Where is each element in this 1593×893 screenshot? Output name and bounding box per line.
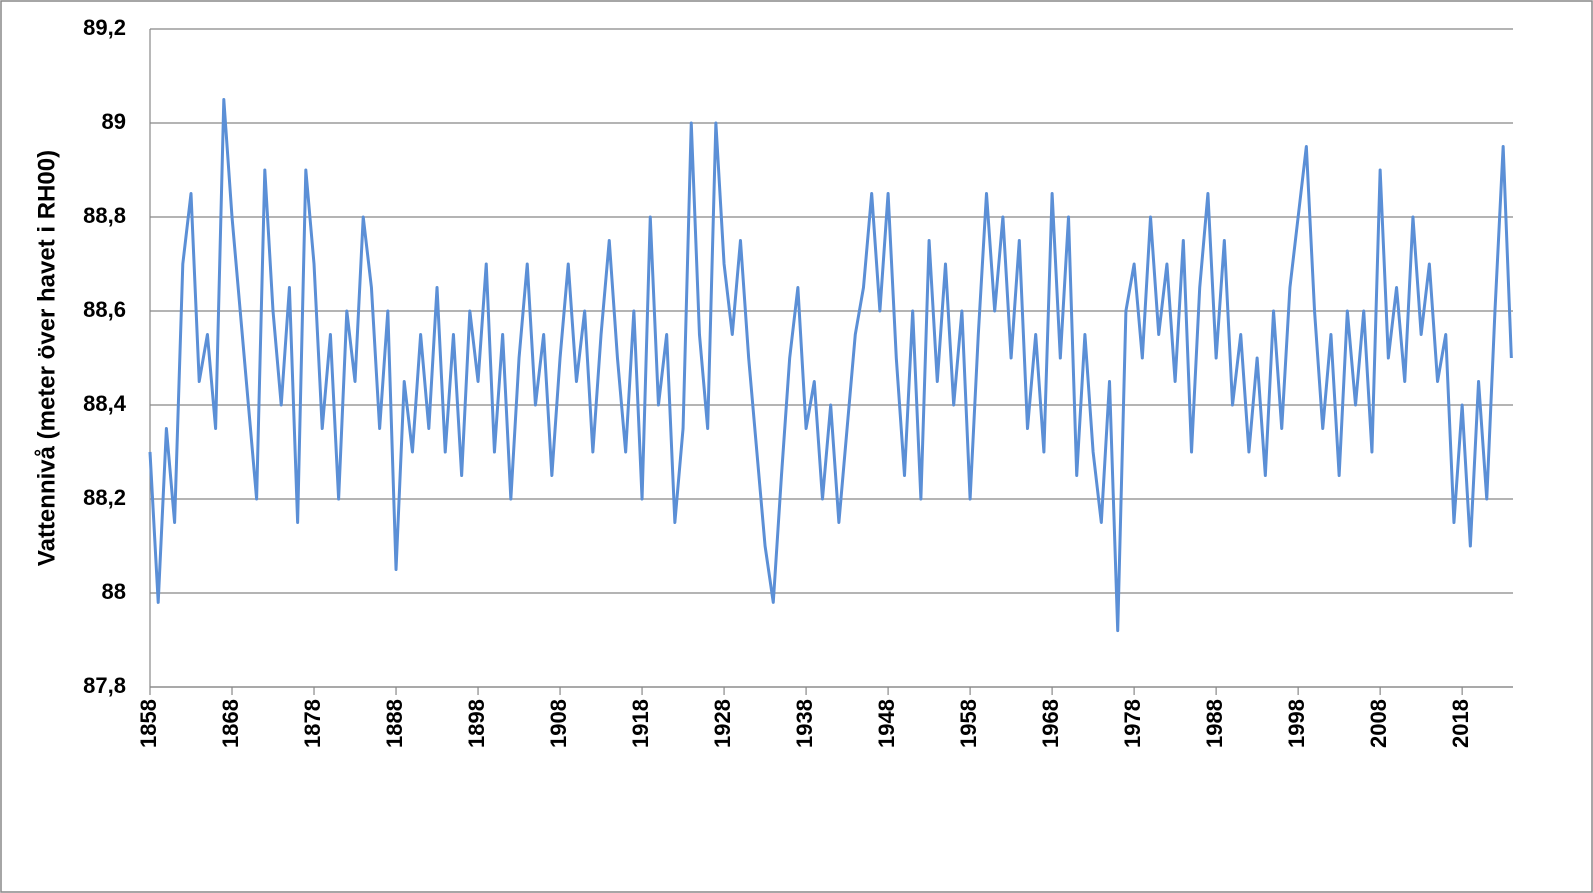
x-tick-label: 1908 (546, 699, 571, 748)
x-tick-label: 1938 (792, 699, 817, 748)
y-tick-label: 88,2 (83, 485, 126, 510)
y-tick-label: 88,8 (83, 203, 126, 228)
y-tick-label: 89 (102, 109, 126, 134)
y-tick-label: 87,8 (83, 673, 126, 698)
x-tick-label: 1928 (710, 699, 735, 748)
x-tick-label: 1898 (464, 699, 489, 748)
y-axis-title: Vattennivå (meter över havet i RH00) (33, 150, 60, 566)
x-tick-label: 1968 (1038, 699, 1063, 748)
y-tick-label: 88,6 (83, 297, 126, 322)
x-tick-label: 1958 (956, 699, 981, 748)
x-tick-label: 1948 (874, 699, 899, 748)
x-tick-label: 1998 (1284, 699, 1309, 748)
y-tick-label: 89,2 (83, 15, 126, 40)
x-tick-label: 1988 (1202, 699, 1227, 748)
x-tick-label: 1868 (218, 699, 243, 748)
x-tick-label: 1978 (1120, 699, 1145, 748)
x-tick-label: 1878 (300, 699, 325, 748)
x-tick-label: 2008 (1366, 699, 1391, 748)
x-tick-label: 2018 (1448, 699, 1473, 748)
y-tick-label: 88,4 (83, 391, 127, 416)
data-line (148, 98, 1513, 633)
x-tick-label: 1858 (136, 699, 161, 748)
x-tick-label: 1888 (382, 699, 407, 748)
y-tick-label: 88 (102, 579, 126, 604)
x-tick-label: 1918 (628, 699, 653, 748)
